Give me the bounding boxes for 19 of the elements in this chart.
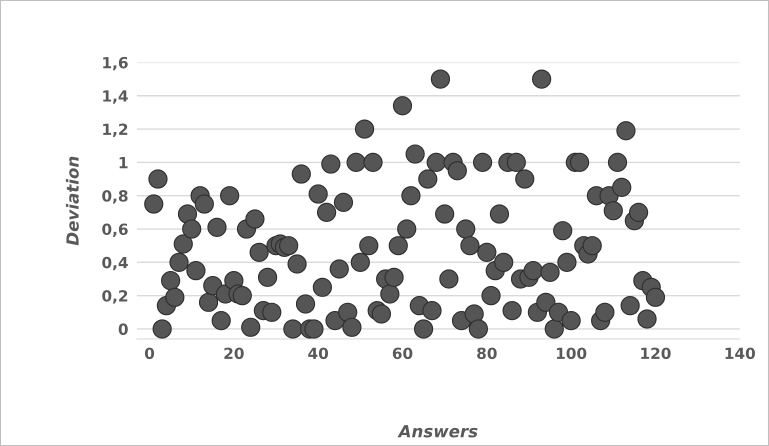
x-tick-label: 120 xyxy=(641,348,671,360)
x-tick-label: 140 xyxy=(726,348,755,360)
x-axis-title: Answers xyxy=(397,425,478,438)
y-tick-label: 1,2 xyxy=(103,124,128,138)
y-tick-label: 0 xyxy=(118,323,128,335)
y-tick-label: 0,8 xyxy=(102,190,128,204)
y-tick-label: 1,6 xyxy=(103,56,128,70)
y-tick-label: 1,4 xyxy=(103,90,128,104)
y-tick-label: 0,2 xyxy=(102,290,128,304)
x-tick-label: 80 xyxy=(477,348,497,360)
x-tick-label: 100 xyxy=(556,348,586,360)
x-tick-label: 40 xyxy=(308,348,328,360)
x-tick-label: 60 xyxy=(392,348,412,360)
x-tick-label: 20 xyxy=(224,348,244,360)
y-tick-label: 1 xyxy=(120,157,128,168)
y-axis-title: Deviation xyxy=(66,156,79,246)
x-tick-label: 0 xyxy=(144,348,154,360)
y-tick-label: 0,6 xyxy=(102,223,128,237)
y-tick-label: 0,4 xyxy=(102,256,128,270)
